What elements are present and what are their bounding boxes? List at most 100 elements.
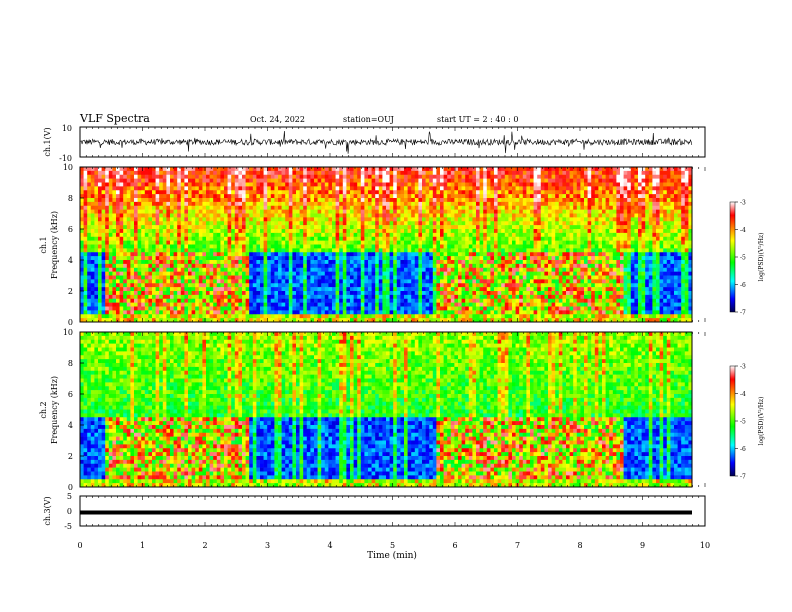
spectrogram-cell bbox=[508, 260, 513, 265]
spectrogram-cell bbox=[108, 170, 113, 176]
spectrogram-cell bbox=[220, 283, 225, 288]
spectrogram-cell bbox=[310, 232, 315, 238]
spectrogram-cell bbox=[256, 225, 261, 230]
spectrogram-cell bbox=[288, 279, 293, 284]
spectrogram-cell bbox=[87, 213, 92, 218]
spectrogram-cell bbox=[443, 167, 448, 172]
spectrogram-cell bbox=[270, 194, 275, 199]
spectrogram-cell bbox=[231, 182, 236, 187]
spectrogram-cell bbox=[141, 221, 146, 226]
spectrogram-cell bbox=[454, 240, 459, 245]
spectrogram-cell bbox=[522, 229, 527, 234]
spectrogram-cell bbox=[407, 213, 412, 218]
spectrogram-cell bbox=[414, 260, 419, 265]
spectrogram-cell bbox=[526, 256, 531, 261]
spectrogram-cell bbox=[393, 267, 398, 272]
spectrogram-cell bbox=[216, 256, 221, 261]
spectrogram-cell bbox=[242, 217, 246, 222]
spectrogram-cell bbox=[288, 318, 293, 323]
spectrogram-cell bbox=[170, 194, 174, 199]
spectrogram-cell bbox=[508, 310, 513, 315]
spectrogram-cell bbox=[126, 291, 131, 296]
spectrogram-cell bbox=[195, 225, 200, 230]
spectrogram-cell bbox=[267, 318, 272, 323]
spectrogram-cell bbox=[378, 283, 383, 288]
spectrogram-cell bbox=[425, 236, 430, 241]
spectrogram-cell bbox=[108, 213, 113, 218]
spectrogram-cell bbox=[436, 186, 441, 191]
spectrogram-cell bbox=[321, 306, 326, 311]
spectrogram-cell bbox=[310, 279, 315, 284]
spectrogram-cell bbox=[400, 190, 405, 195]
spectrogram-cell bbox=[364, 232, 369, 238]
spectrogram-cell bbox=[332, 167, 336, 172]
spectrogram-cell bbox=[188, 252, 192, 257]
spectrogram-cell bbox=[83, 205, 88, 210]
spectrogram-cell bbox=[137, 240, 142, 245]
spectrogram-cell bbox=[180, 298, 185, 303]
spectrogram-cell bbox=[216, 244, 221, 249]
spectrogram-cell bbox=[188, 256, 192, 261]
spectrogram-cell bbox=[101, 279, 106, 284]
spectrogram-cell bbox=[209, 271, 214, 276]
spectrogram-cell bbox=[260, 236, 264, 241]
spectrogram-cell bbox=[180, 167, 185, 172]
spectrogram-cell bbox=[296, 318, 300, 323]
spectrogram-cell bbox=[202, 287, 207, 292]
spectrogram-cell bbox=[400, 213, 405, 218]
spectrogram-cell bbox=[342, 229, 347, 234]
spectrogram-cell bbox=[80, 287, 84, 292]
spectrogram-cell bbox=[407, 298, 412, 303]
spectrogram-cell bbox=[490, 229, 495, 234]
spectrogram-cell bbox=[339, 190, 344, 195]
spectrogram-cell bbox=[335, 178, 340, 183]
spectrogram-cell bbox=[396, 260, 401, 265]
spectrogram-cell bbox=[432, 306, 437, 311]
spectrogram-cell bbox=[180, 302, 185, 307]
spectrogram-cell bbox=[440, 287, 444, 292]
spectrogram-cell bbox=[432, 209, 437, 214]
spectrogram-cell bbox=[98, 302, 102, 307]
spectrogram-cell bbox=[278, 275, 282, 280]
spectrogram-cell bbox=[101, 318, 106, 323]
spectrogram-cell bbox=[148, 291, 153, 296]
spectrogram-cell bbox=[425, 252, 430, 257]
spectrogram-cell bbox=[479, 283, 484, 288]
spectrogram-cell bbox=[105, 225, 110, 230]
spectrogram-cell bbox=[386, 229, 390, 234]
spectrogram-cell bbox=[490, 186, 495, 191]
spectrogram-cell bbox=[461, 198, 466, 203]
spectrogram-cell bbox=[461, 225, 466, 230]
spectrogram-cell bbox=[108, 260, 113, 265]
spectrogram-cell bbox=[414, 287, 419, 292]
spectrogram-cell bbox=[105, 306, 110, 311]
spectrogram-cell bbox=[134, 275, 138, 280]
spectrogram-cell bbox=[184, 271, 189, 276]
spectrogram-cell bbox=[170, 306, 174, 311]
spectrogram-cell bbox=[119, 201, 124, 207]
spectrogram-cell bbox=[238, 186, 243, 191]
spectrogram-cell bbox=[141, 178, 146, 183]
spectrogram-cell bbox=[123, 236, 128, 241]
spectrogram-cell bbox=[497, 170, 502, 176]
spectrogram-cell bbox=[144, 186, 149, 191]
spectrogram-cell bbox=[353, 225, 358, 230]
spectrogram-cell bbox=[501, 198, 506, 203]
spectrogram-cell bbox=[306, 244, 311, 249]
spectrogram-cell bbox=[180, 310, 185, 315]
spectrogram-cell bbox=[206, 275, 210, 280]
spectrogram-cell bbox=[494, 287, 498, 292]
spectrogram-cell bbox=[123, 178, 128, 183]
spectrogram-cell bbox=[252, 287, 257, 292]
spectrogram-cell bbox=[116, 190, 120, 195]
spectrogram-cell bbox=[465, 190, 470, 195]
spectrogram-cell bbox=[126, 167, 131, 172]
spectrogram-cell bbox=[278, 244, 282, 249]
spectrogram-cell bbox=[180, 198, 185, 203]
spectrogram-cell bbox=[170, 186, 174, 191]
spectrogram-cell bbox=[501, 263, 506, 269]
spectrogram-cell bbox=[508, 302, 513, 307]
spectrogram-cell bbox=[98, 170, 102, 176]
spectrogram-cell bbox=[429, 279, 434, 284]
spectrogram-cell bbox=[152, 287, 156, 292]
